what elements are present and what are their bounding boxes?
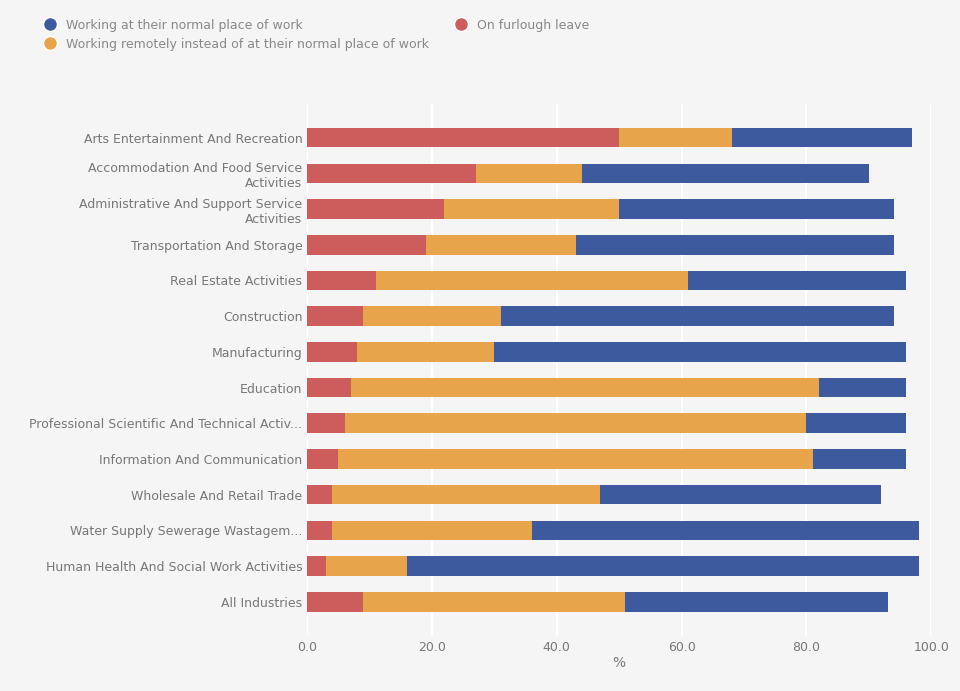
Bar xyxy=(575,235,894,254)
Bar xyxy=(307,485,332,504)
Legend: Working at their normal place of work, Working remotely instead of at their norm: Working at their normal place of work, W… xyxy=(39,14,594,57)
Bar xyxy=(407,556,919,576)
Bar xyxy=(307,164,476,183)
Bar xyxy=(307,128,619,147)
Bar xyxy=(338,449,812,468)
Bar xyxy=(601,485,881,504)
Bar xyxy=(363,306,501,326)
Bar xyxy=(619,128,732,147)
Bar xyxy=(806,413,906,433)
Bar xyxy=(307,378,351,397)
Bar xyxy=(307,199,444,219)
Bar xyxy=(307,413,345,433)
Bar xyxy=(307,520,332,540)
Bar xyxy=(426,235,575,254)
Bar xyxy=(345,413,806,433)
Bar xyxy=(501,306,894,326)
Bar xyxy=(307,342,357,361)
Bar xyxy=(494,342,906,361)
Bar xyxy=(582,164,869,183)
Bar xyxy=(325,556,407,576)
Bar xyxy=(307,592,363,612)
Bar xyxy=(307,271,375,290)
Bar xyxy=(307,556,325,576)
Bar xyxy=(732,128,912,147)
Bar xyxy=(357,342,494,361)
Bar xyxy=(351,378,819,397)
Bar xyxy=(375,271,687,290)
Bar xyxy=(812,449,906,468)
Bar xyxy=(532,520,919,540)
Bar xyxy=(307,235,426,254)
Bar xyxy=(307,449,338,468)
Bar xyxy=(444,199,619,219)
Bar xyxy=(626,592,887,612)
Bar xyxy=(363,592,626,612)
Bar xyxy=(332,485,601,504)
Bar xyxy=(332,520,532,540)
X-axis label: %: % xyxy=(612,656,626,670)
Bar xyxy=(819,378,906,397)
Bar xyxy=(687,271,906,290)
Bar xyxy=(619,199,894,219)
Bar xyxy=(476,164,582,183)
Bar xyxy=(307,306,363,326)
